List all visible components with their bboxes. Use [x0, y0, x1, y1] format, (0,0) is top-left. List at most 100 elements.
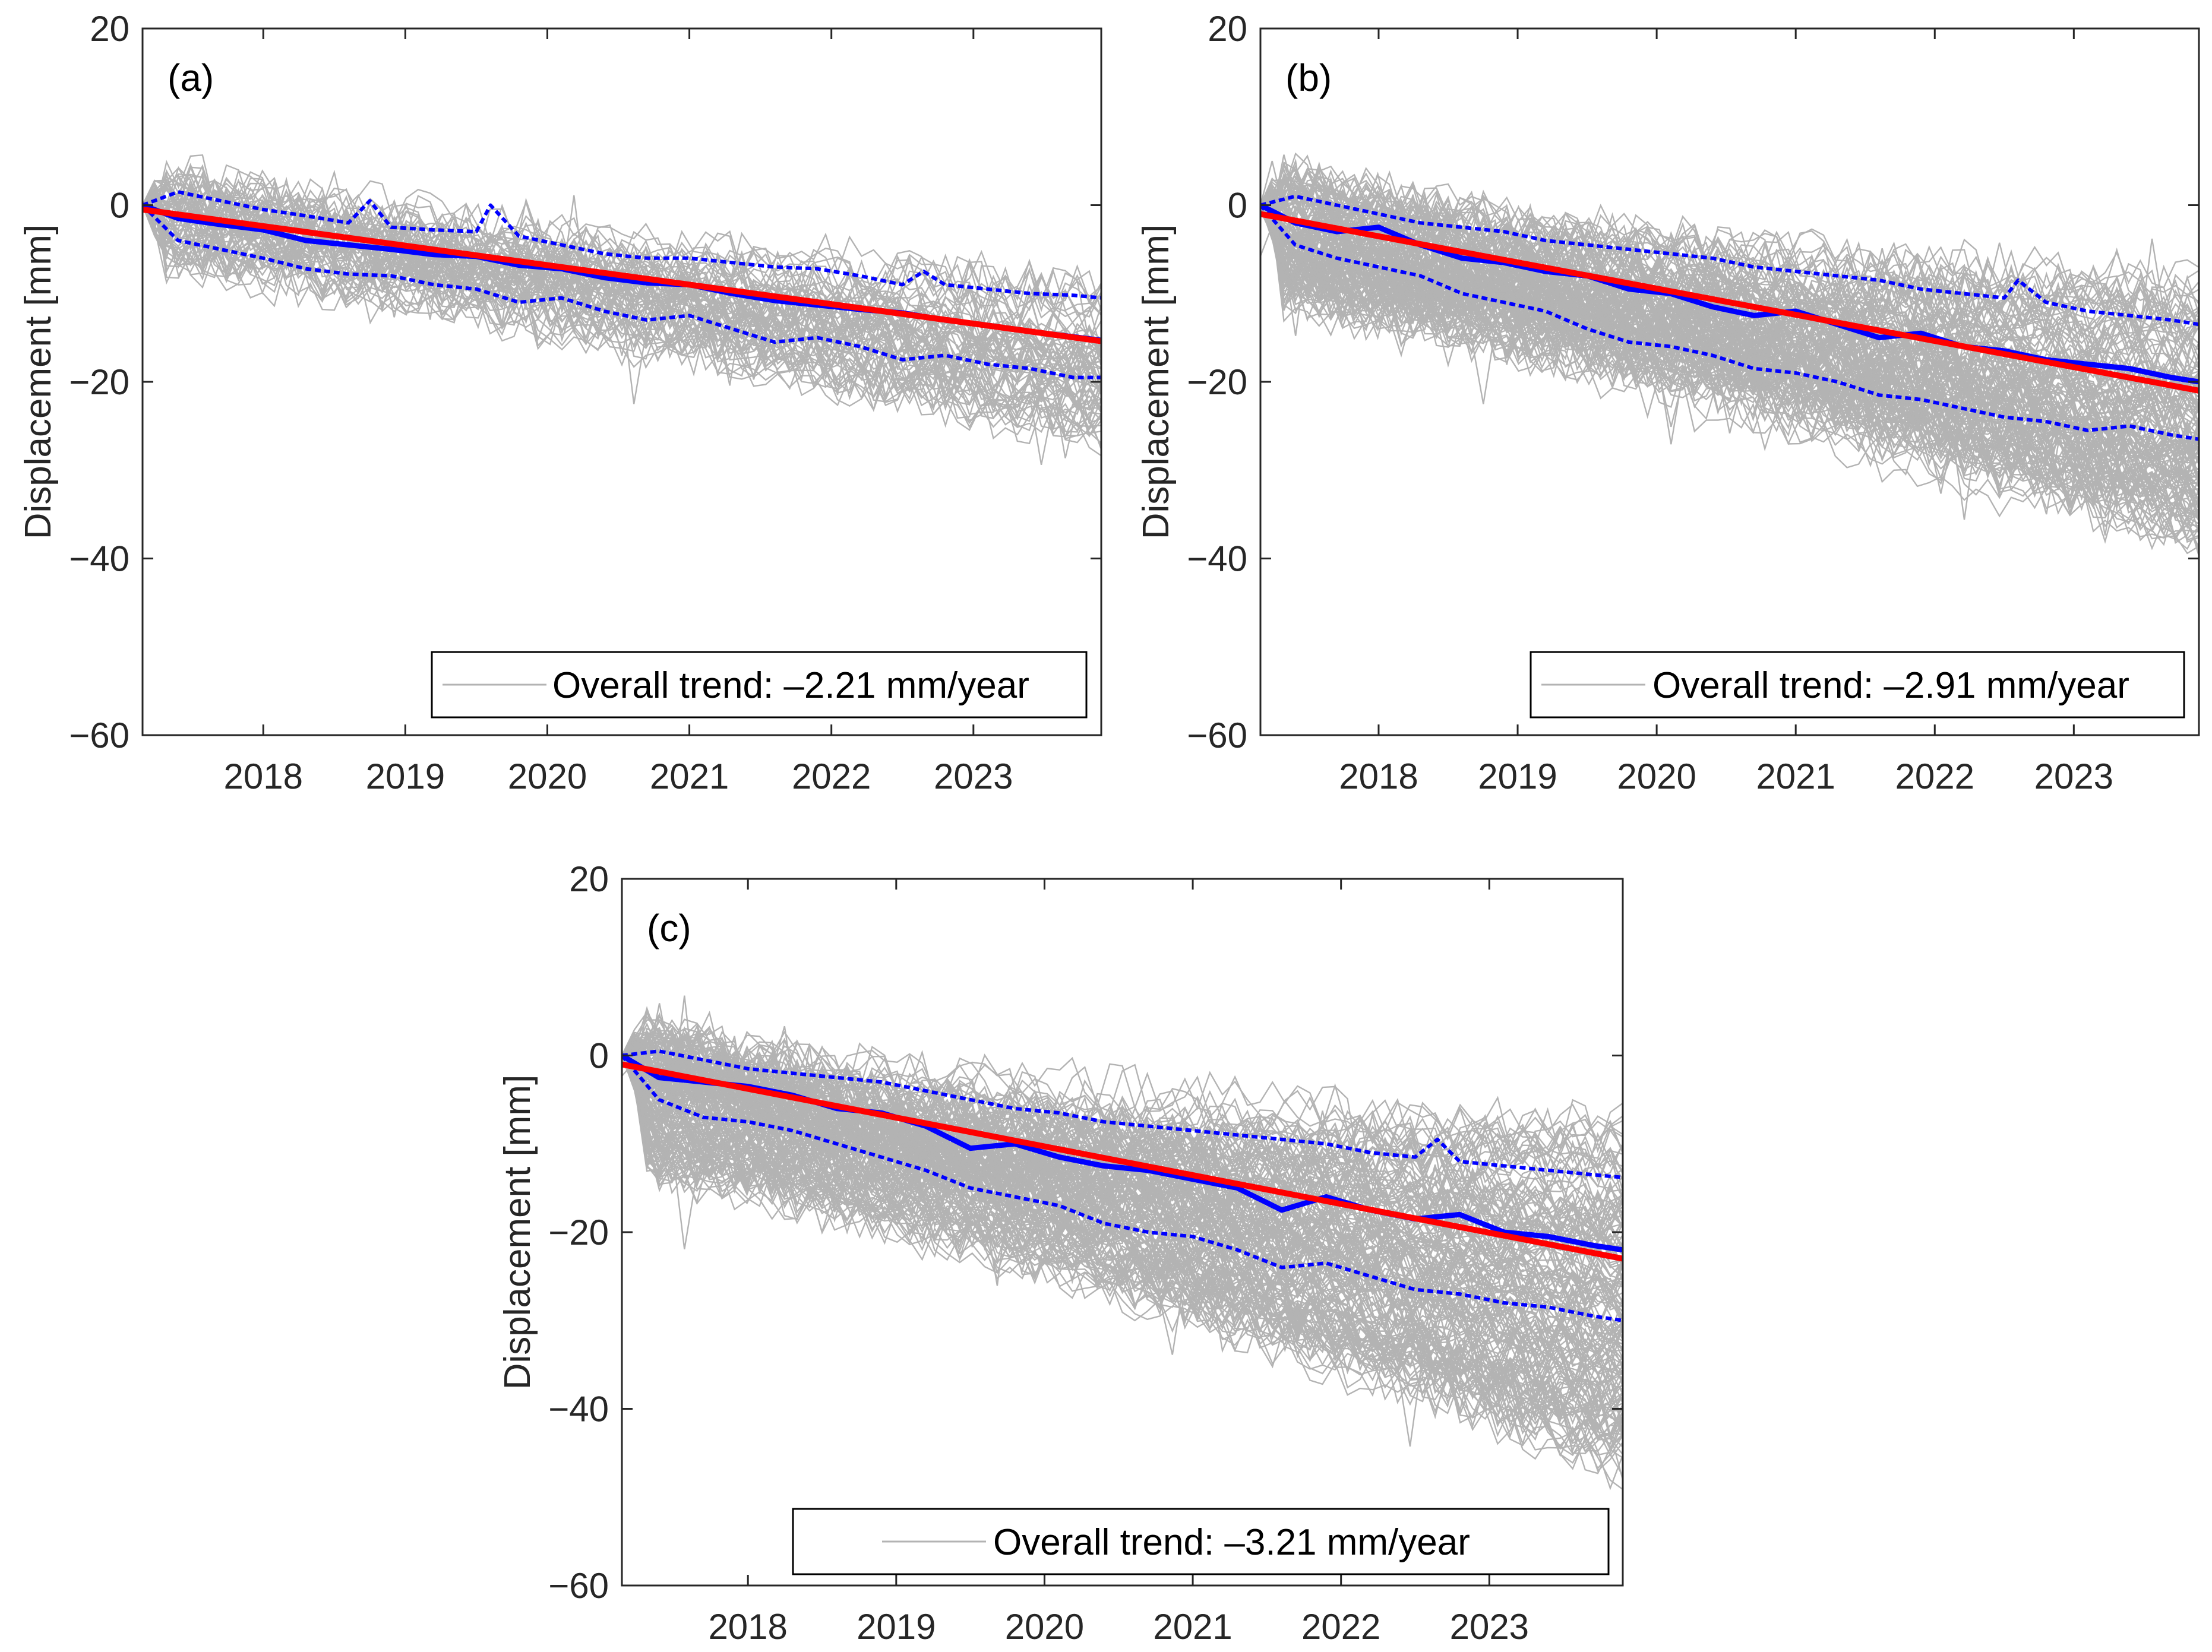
chart-panel-0: 20 0 −20 −40 −60 2018 2019 2020 2021 2022 2023 Disp…	[18, 9, 1102, 796]
background-series-line	[1260, 197, 2199, 524]
background-series-line	[622, 1049, 1623, 1424]
background-series-line	[143, 204, 1101, 447]
x-tick-label: 2018	[708, 1607, 787, 1647]
legend-label: Overall trend: –2.21 mm/year	[552, 665, 1029, 706]
background-series-line	[1260, 204, 2199, 503]
background-series-line	[1260, 175, 2199, 388]
series-lower	[143, 204, 1101, 379]
y-tick-label: −60	[69, 716, 129, 755]
x-tick-label: 2020	[508, 757, 587, 796]
y-tick-label: −20	[1187, 362, 1247, 402]
y-tick-label: −60	[548, 1566, 609, 1606]
x-tick-label: 2021	[1153, 1607, 1232, 1647]
background-series-line	[622, 1036, 1623, 1233]
x-tick-label: 2019	[857, 1607, 936, 1647]
x-tick-label: 2020	[1005, 1607, 1084, 1647]
series-lower	[1260, 204, 2199, 441]
background-series-line	[1260, 204, 2199, 485]
x-tick-label: 2021	[650, 757, 729, 796]
series-trend	[622, 1061, 1623, 1262]
background-series-group	[143, 154, 1101, 466]
y-tick-label: −60	[1187, 716, 1247, 755]
x-tick-label: 2022	[1301, 1607, 1380, 1647]
y-tick-label: −20	[69, 362, 129, 402]
background-series-group	[1260, 152, 2199, 556]
background-series-line	[1260, 204, 2199, 550]
background-series-line	[1260, 202, 2199, 438]
series-lower	[622, 1054, 1623, 1322]
background-series-line	[622, 1055, 1623, 1368]
y-axis-title: Displacement [mm]	[18, 224, 59, 540]
background-series-line	[1260, 205, 2199, 486]
background-series-line	[622, 1055, 1623, 1286]
background-series-line	[622, 1055, 1623, 1453]
chart-panel-2: 20 0 −20 −40 −60 2018 2019 2020 2021 2022 2023 Disp…	[497, 859, 1624, 1647]
background-series-line	[1260, 204, 2199, 519]
legend-label: Overall trend: –3.21 mm/year	[993, 1522, 1470, 1563]
background-series-line	[622, 1043, 1623, 1472]
x-tick-label: 2018	[224, 757, 303, 796]
y-tick-label: −40	[69, 539, 129, 579]
series-upper	[622, 1049, 1623, 1179]
series-trend	[1260, 211, 2199, 394]
background-series-line	[622, 1003, 1623, 1430]
main-series-group	[143, 190, 1101, 379]
background-series-line	[622, 1055, 1623, 1406]
y-tick-label: 0	[589, 1036, 609, 1076]
x-tick-label: 2023	[934, 757, 1013, 796]
background-series-line	[143, 204, 1101, 437]
background-series-line	[1260, 204, 2199, 543]
background-series-line	[622, 1053, 1623, 1423]
chart-panel-1: 20 0 −20 −40 −60 2018 2019 2020 2021 2022 2023 Disp…	[1136, 9, 2200, 796]
x-tick-label: 2022	[792, 757, 871, 796]
legend-label: Overall trend: –2.91 mm/year	[1652, 665, 2129, 706]
background-series-line	[143, 191, 1101, 418]
main-series-group	[1260, 194, 2199, 441]
panel-label: (b)	[1285, 56, 1332, 99]
background-series-line	[1260, 204, 2199, 347]
background-series-line	[622, 1043, 1623, 1436]
background-series-line	[143, 154, 1101, 301]
series-upper	[143, 190, 1101, 300]
background-series-line	[143, 204, 1101, 338]
y-tick-label: −20	[548, 1213, 609, 1252]
background-series-line	[1260, 194, 2199, 334]
y-tick-label: 20	[1208, 9, 1247, 49]
x-tick-label: 2023	[1450, 1607, 1529, 1647]
background-series-line	[622, 1055, 1623, 1268]
y-axis-title: Displacement [mm]	[1136, 224, 1177, 540]
x-tick-label: 2023	[2034, 757, 2113, 796]
y-tick-label: 0	[110, 186, 129, 226]
panel-label: (c)	[647, 907, 691, 950]
background-series-line	[1260, 186, 2199, 321]
series-trend	[143, 206, 1101, 344]
y-tick-label: −40	[1187, 539, 1247, 579]
background-series-line	[622, 1032, 1623, 1327]
x-tick-label: 2022	[1895, 757, 1974, 796]
panel-label: (a)	[168, 56, 214, 99]
x-tick-label: 2020	[1617, 757, 1696, 796]
y-tick-label: 20	[90, 9, 129, 49]
background-series-line	[622, 1045, 1623, 1315]
background-series-line	[622, 1031, 1623, 1195]
background-series-line	[1260, 205, 2199, 540]
x-tick-label: 2018	[1339, 757, 1418, 796]
background-series-group	[622, 995, 1623, 1490]
background-series-line	[143, 200, 1101, 440]
x-tick-label: 2019	[1478, 757, 1557, 796]
background-series-line	[1260, 201, 2199, 435]
background-series-line	[1260, 198, 2199, 523]
y-tick-label: 0	[1228, 186, 1247, 226]
background-series-line	[622, 1006, 1623, 1229]
background-series-line	[1260, 170, 2199, 466]
series-upper	[1260, 194, 2199, 327]
main-series-group	[622, 1049, 1623, 1322]
x-tick-label: 2021	[1756, 757, 1835, 796]
background-series-line	[143, 164, 1101, 360]
y-tick-label: 20	[569, 859, 609, 899]
background-series-line	[1260, 203, 2199, 436]
background-series-line	[1260, 176, 2199, 323]
background-series-line	[622, 1055, 1623, 1417]
y-axis-title: Displacement [mm]	[497, 1075, 538, 1390]
